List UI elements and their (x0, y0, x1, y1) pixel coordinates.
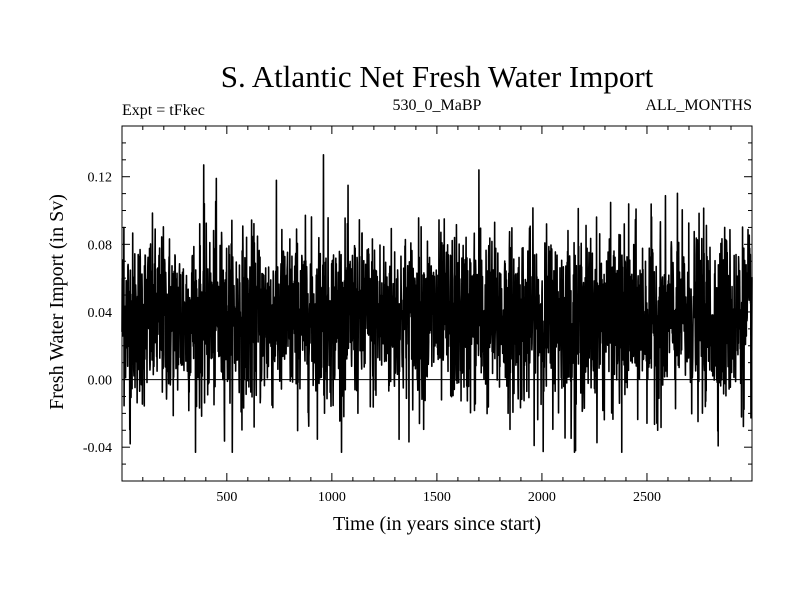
plot-area (121, 153, 753, 454)
x-tick-label: 1500 (423, 490, 451, 505)
axes: 500 1000 1500 2000 2500 -0.04 0.00 0.04 0.08 0.12 (83, 125, 753, 505)
x-tick-label: 500 (216, 490, 237, 505)
y-tick-label: 0.00 (88, 374, 113, 389)
y-tick-label: 0.04 (88, 306, 113, 321)
y-axis-label: Fresh Water Import (in Sv) (46, 194, 68, 410)
series-line (121, 153, 753, 454)
chart-title: S. Atlantic Net Fresh Water Import (221, 59, 654, 94)
x-tick-label: 2000 (528, 490, 556, 505)
y-tick-label: 0.08 (88, 238, 113, 253)
x-tick-label: 1000 (318, 490, 346, 505)
period-label: 530_0_MaBP (393, 97, 482, 114)
x-axis-label: Time (in years since start) (333, 513, 541, 535)
y-tick-label: 0.12 (88, 171, 113, 186)
y-tick-label: -0.04 (83, 441, 112, 456)
x-tick-label: 2500 (633, 490, 661, 505)
experiment-label: Expt = tFkec (122, 102, 205, 119)
months-label: ALL_MONTHS (645, 97, 752, 114)
